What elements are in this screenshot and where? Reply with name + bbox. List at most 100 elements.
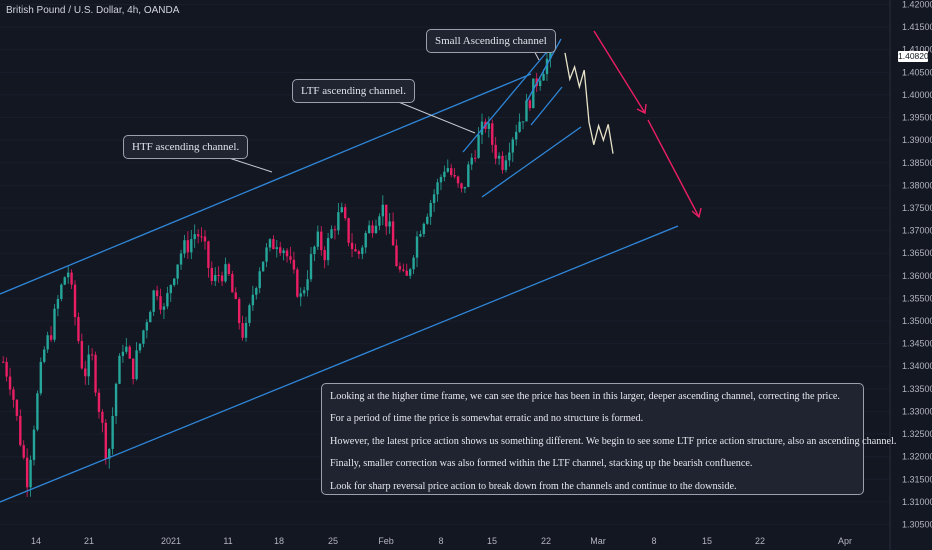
- candle-up: [282, 250, 285, 254]
- candle-up: [429, 202, 432, 217]
- y-tick-label: 1.41000: [902, 45, 932, 55]
- candle-down: [2, 361, 5, 363]
- candle-up: [497, 155, 501, 159]
- x-tick-label: 22: [755, 536, 765, 546]
- candle-up: [381, 204, 385, 217]
- candle-up: [244, 322, 248, 338]
- candle-down: [391, 221, 395, 246]
- candle-up: [29, 459, 32, 488]
- y-tick-label: 1.37500: [902, 203, 932, 213]
- candle-down: [90, 354, 94, 356]
- candle-up: [258, 271, 261, 289]
- candle-up: [477, 134, 480, 158]
- candle-up: [111, 415, 114, 449]
- candle-up: [412, 257, 415, 270]
- callout-pointer: [228, 157, 273, 173]
- x-tick-label: 2021: [161, 536, 181, 546]
- candle-down: [80, 341, 84, 369]
- y-tick-label: 1.41500: [902, 22, 932, 32]
- candle-up: [316, 231, 320, 247]
- candle-up: [32, 429, 36, 460]
- note-line: Finally, smaller correction was also for…: [330, 458, 753, 470]
- candle-down: [491, 123, 494, 145]
- candle-up: [508, 152, 511, 161]
- candle-up: [436, 182, 439, 195]
- candle-down: [12, 389, 15, 400]
- candle-up: [121, 351, 125, 356]
- candle-up: [66, 272, 70, 278]
- candle-up: [193, 234, 196, 240]
- htf-channel-label[interactable]: HTF ascending channel.: [123, 135, 249, 159]
- candle-up: [340, 207, 343, 213]
- candle-up: [261, 261, 265, 272]
- candle-up: [60, 284, 63, 300]
- callout-pointers: [228, 44, 540, 173]
- candle-up: [511, 139, 514, 153]
- candle-down: [237, 299, 241, 324]
- y-tick-label: 1.34500: [902, 339, 932, 349]
- candle-down: [15, 399, 19, 416]
- candle-up: [313, 246, 316, 255]
- candle-up: [542, 74, 545, 81]
- y-tick-label: 1.38500: [902, 158, 932, 168]
- candle-down: [320, 231, 323, 251]
- candle-up: [388, 221, 391, 227]
- candle-down: [19, 415, 22, 446]
- candle-up: [470, 157, 473, 165]
- candle-down: [347, 218, 350, 243]
- candle-up: [224, 264, 227, 282]
- y-tick-label: 1.39500: [902, 113, 932, 123]
- channel-lines: [0, 38, 679, 503]
- candle-down: [460, 183, 463, 189]
- last-price-label: 1.40820: [898, 51, 929, 62]
- y-tick-label: 1.37000: [902, 226, 932, 236]
- candle-down: [344, 207, 347, 219]
- candle-down: [350, 242, 354, 250]
- candle-down: [323, 250, 326, 261]
- candle-down: [196, 234, 200, 237]
- candle-up: [265, 247, 268, 262]
- candle-down: [217, 274, 220, 276]
- htf-channel-lower: [0, 225, 679, 503]
- candle-up: [361, 247, 364, 254]
- candle-up: [426, 216, 429, 224]
- candle-down: [285, 250, 289, 257]
- candle-down: [231, 274, 234, 293]
- candle-down: [22, 445, 25, 458]
- candle-up: [255, 288, 258, 295]
- candle-up: [518, 121, 521, 132]
- x-tick-label: 8: [438, 536, 443, 546]
- candle-up: [135, 350, 138, 380]
- candle-up: [36, 393, 39, 430]
- candle-up: [214, 274, 217, 282]
- candle-series: [2, 42, 552, 497]
- candle-up: [439, 177, 443, 183]
- candle-up: [515, 131, 518, 140]
- candle-up: [179, 253, 183, 265]
- candle-up: [443, 171, 446, 178]
- candle-down: [186, 240, 190, 253]
- small-channel-label[interactable]: Small Ascending channel: [426, 29, 556, 53]
- candle-down: [49, 335, 53, 340]
- ltf-channel-label[interactable]: LTF ascending channel.: [292, 79, 415, 103]
- candle-down: [234, 292, 237, 300]
- candle-down: [292, 259, 296, 270]
- candle-up: [525, 100, 528, 122]
- candle-down: [473, 157, 477, 159]
- candle-down: [405, 270, 408, 276]
- candle-down: [210, 267, 214, 282]
- candle-up: [275, 247, 278, 250]
- candle-down: [84, 368, 87, 377]
- candle-down: [395, 245, 398, 267]
- candle-up: [152, 290, 155, 312]
- ltf-channel-upper: [462, 40, 557, 153]
- arrow-segment-2: [647, 119, 700, 218]
- candle-up: [408, 269, 412, 276]
- candle-up: [545, 58, 549, 75]
- candle-up: [251, 294, 255, 306]
- analysis-note[interactable]: Looking at the higher time frame, we can…: [321, 383, 896, 495]
- candle-up: [487, 123, 491, 129]
- candle-up: [432, 194, 436, 203]
- y-tick-label: 1.40000: [902, 90, 932, 100]
